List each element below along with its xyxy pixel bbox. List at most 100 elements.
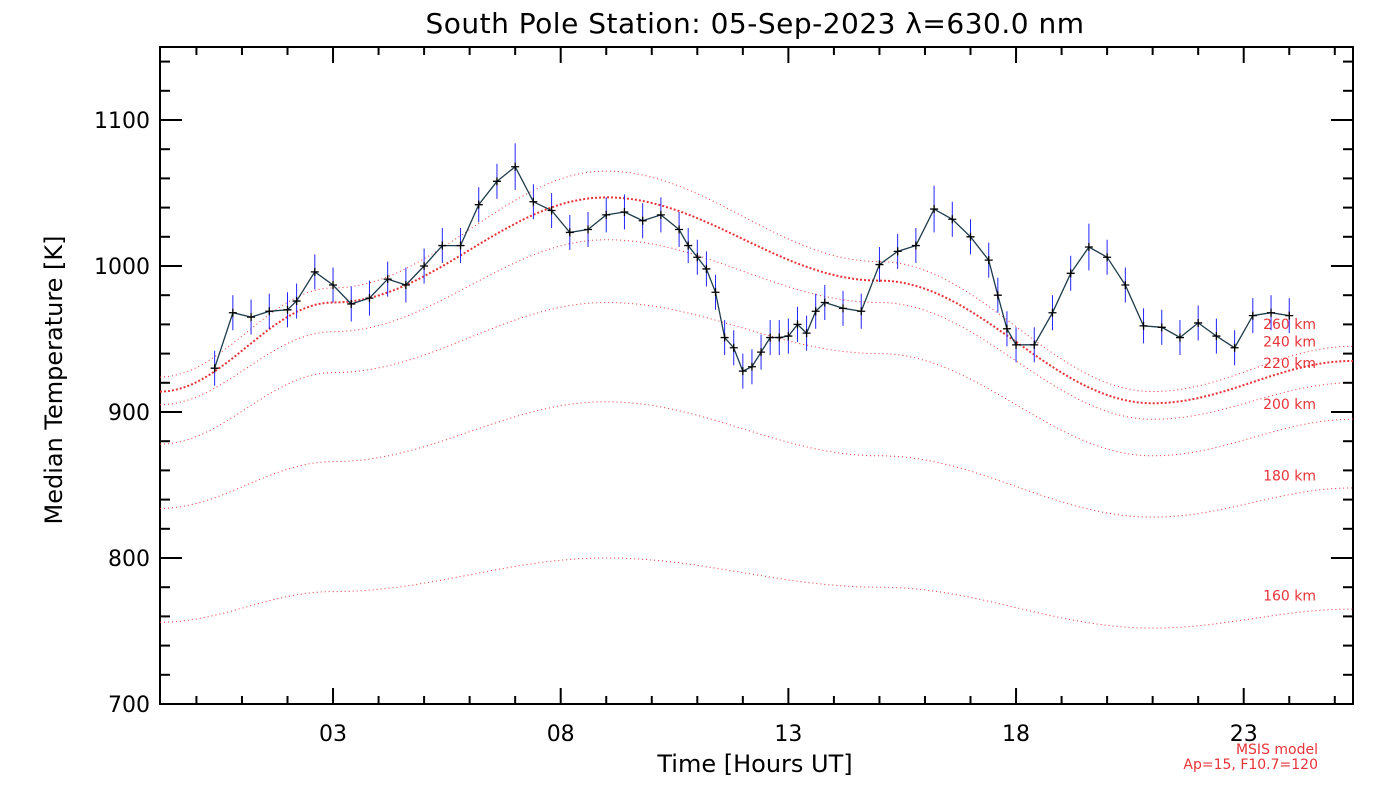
data-point xyxy=(811,307,820,316)
data-point xyxy=(529,197,538,206)
axis-ticks: 03 08 13 18 23 700 800 900 1000 1100 xyxy=(94,47,1353,747)
data-point xyxy=(1194,318,1203,327)
data-point xyxy=(638,216,647,225)
data-point xyxy=(684,241,693,250)
y-tick-label: 700 xyxy=(108,693,150,718)
y-axis-label: Median Temperature [K] xyxy=(40,235,68,524)
data-point xyxy=(265,307,274,316)
data-point xyxy=(511,162,520,171)
data-point xyxy=(420,262,429,270)
model-curve-label: 200 km xyxy=(1263,397,1316,413)
data-point xyxy=(1285,311,1294,320)
series-line xyxy=(213,165,1290,372)
data-point xyxy=(1230,343,1239,352)
data-point xyxy=(547,206,556,215)
data-point xyxy=(948,215,957,224)
data-point xyxy=(757,348,766,357)
data-point xyxy=(784,332,793,341)
data-point xyxy=(602,210,611,219)
data-point xyxy=(857,307,866,316)
data-point xyxy=(1248,311,1257,320)
data-point xyxy=(820,298,829,307)
data-point xyxy=(292,297,301,306)
x-tick-label: 08 xyxy=(547,722,575,747)
data-point xyxy=(1139,321,1148,330)
x-tick-label: 03 xyxy=(319,722,347,747)
model-curve xyxy=(159,239,1353,420)
data-point xyxy=(1066,269,1075,278)
data-point xyxy=(747,362,756,371)
data-point xyxy=(775,333,784,342)
data-point xyxy=(766,333,775,342)
plot-frame xyxy=(159,46,1354,705)
data-point xyxy=(1121,280,1130,289)
data-point xyxy=(1175,333,1184,342)
data-point xyxy=(720,333,729,342)
data-point xyxy=(738,367,747,376)
data-point xyxy=(1048,308,1057,317)
data-point xyxy=(347,299,356,308)
y-tick-label: 800 xyxy=(108,547,150,572)
data-point xyxy=(492,177,501,186)
data-point xyxy=(365,294,374,303)
data-point xyxy=(966,232,975,241)
data-point xyxy=(729,343,738,352)
data-point xyxy=(693,253,702,262)
data-point xyxy=(1157,323,1166,332)
data-point xyxy=(911,241,920,250)
data-point xyxy=(401,280,410,289)
msis-parameters-note: Ap=15, F10.7=120 xyxy=(1183,757,1318,773)
data-point xyxy=(438,241,447,250)
data-point xyxy=(247,313,256,322)
data-point xyxy=(930,205,939,214)
data-point xyxy=(1212,332,1221,341)
data-point xyxy=(793,320,802,329)
data-point xyxy=(584,225,593,234)
data-point xyxy=(228,308,237,317)
data-point xyxy=(711,288,720,297)
model-curve-label: 180 km xyxy=(1263,469,1316,485)
data-point xyxy=(802,329,811,338)
data-point xyxy=(329,280,338,289)
model-curve xyxy=(159,302,1353,457)
data-point xyxy=(839,304,848,313)
msis-model-note: MSIS model xyxy=(1236,742,1318,758)
data-point xyxy=(875,260,884,269)
model-curve-label: 160 km xyxy=(1263,588,1316,604)
data-point xyxy=(656,210,665,219)
data-point xyxy=(893,247,902,256)
data-point xyxy=(383,275,392,284)
data-point xyxy=(702,264,711,273)
model-curve-label: 220 km xyxy=(1263,356,1316,372)
data-point xyxy=(565,228,574,237)
data-point xyxy=(210,364,219,373)
x-tick-label: 23 xyxy=(1230,722,1258,747)
data-point xyxy=(620,207,629,216)
y-tick-label: 1100 xyxy=(94,109,150,134)
observed-temperature-series xyxy=(210,143,1294,389)
data-point xyxy=(675,225,684,234)
chart-title: South Pole Station: 05-Sep-2023 λ=630.0 … xyxy=(426,7,1085,40)
data-point xyxy=(456,241,465,250)
x-axis-label: Time [Hours UT] xyxy=(656,750,852,778)
data-point xyxy=(1002,324,1011,333)
model-curve xyxy=(159,401,1354,518)
data-point xyxy=(474,200,483,209)
y-tick-label: 900 xyxy=(108,401,150,426)
x-tick-label: 13 xyxy=(774,722,802,747)
model-curve xyxy=(159,170,1354,393)
data-point xyxy=(283,305,292,314)
model-curve xyxy=(160,557,1353,629)
data-point xyxy=(993,291,1002,300)
model-curve xyxy=(159,196,1354,405)
x-tick-label: 18 xyxy=(1002,722,1030,747)
data-point xyxy=(310,267,319,276)
data-point xyxy=(1030,340,1039,349)
data-point xyxy=(1267,308,1276,317)
model-curve-label: 240 km xyxy=(1263,334,1316,350)
data-point xyxy=(1103,253,1112,262)
data-point xyxy=(1012,340,1021,349)
data-point xyxy=(1084,243,1093,252)
